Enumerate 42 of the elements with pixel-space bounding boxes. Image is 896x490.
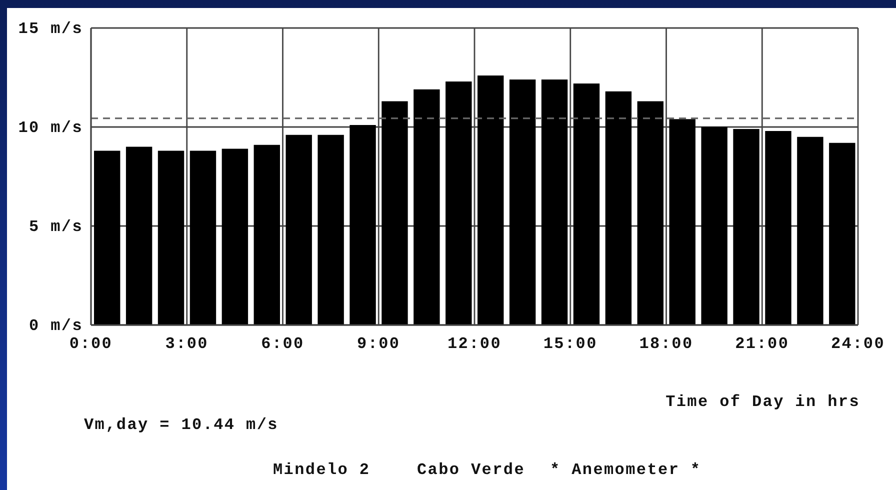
bar: [733, 128, 760, 325]
bar: [765, 130, 792, 325]
bar: [350, 125, 376, 325]
bar: [318, 134, 344, 325]
y-tick-label: 0 m/s: [28, 317, 83, 335]
x-tick-label: 6:00: [261, 335, 304, 353]
bar: [829, 142, 856, 325]
text: Cabo Verde: [417, 461, 526, 479]
x-tick-label: 18:00: [639, 335, 694, 353]
bar: [637, 101, 664, 325]
bar: [541, 79, 568, 325]
bar: [414, 89, 440, 325]
y-tick-label: 15 m/s: [18, 20, 83, 38]
x-tick-label: 24:00: [830, 335, 886, 353]
x-tick-label: 21:00: [735, 335, 790, 353]
x-tick-label: 3:00: [165, 335, 208, 353]
x-tick-label: 0:00: [69, 335, 113, 353]
bar: [254, 144, 280, 325]
bar: [222, 148, 248, 325]
bar: [190, 150, 216, 325]
x-tick-label: 15:00: [543, 335, 598, 353]
x-tick-label: 12:00: [447, 335, 502, 353]
bar: [382, 101, 408, 325]
y-tick-label: 5 m/s: [28, 218, 83, 236]
bar: [286, 134, 312, 325]
bar: [158, 150, 184, 325]
text: * Anemometer *: [550, 461, 702, 479]
bar: [126, 146, 152, 325]
bar: [669, 119, 696, 325]
bar: [701, 127, 728, 325]
bar: [797, 136, 824, 325]
y-tick-label: 10 m/s: [18, 119, 83, 137]
bar: [478, 76, 504, 325]
text: Vm,day = 10.44 m/s: [84, 416, 278, 434]
x-axis-title: Time of Day in hrs: [666, 393, 860, 411]
x-tick-label: 9:00: [357, 335, 400, 353]
text: Mindelo 2: [273, 461, 370, 479]
bar: [509, 79, 536, 325]
bar: [573, 83, 600, 325]
bar: [94, 150, 120, 325]
bar: [605, 91, 632, 325]
bar: [446, 81, 472, 325]
